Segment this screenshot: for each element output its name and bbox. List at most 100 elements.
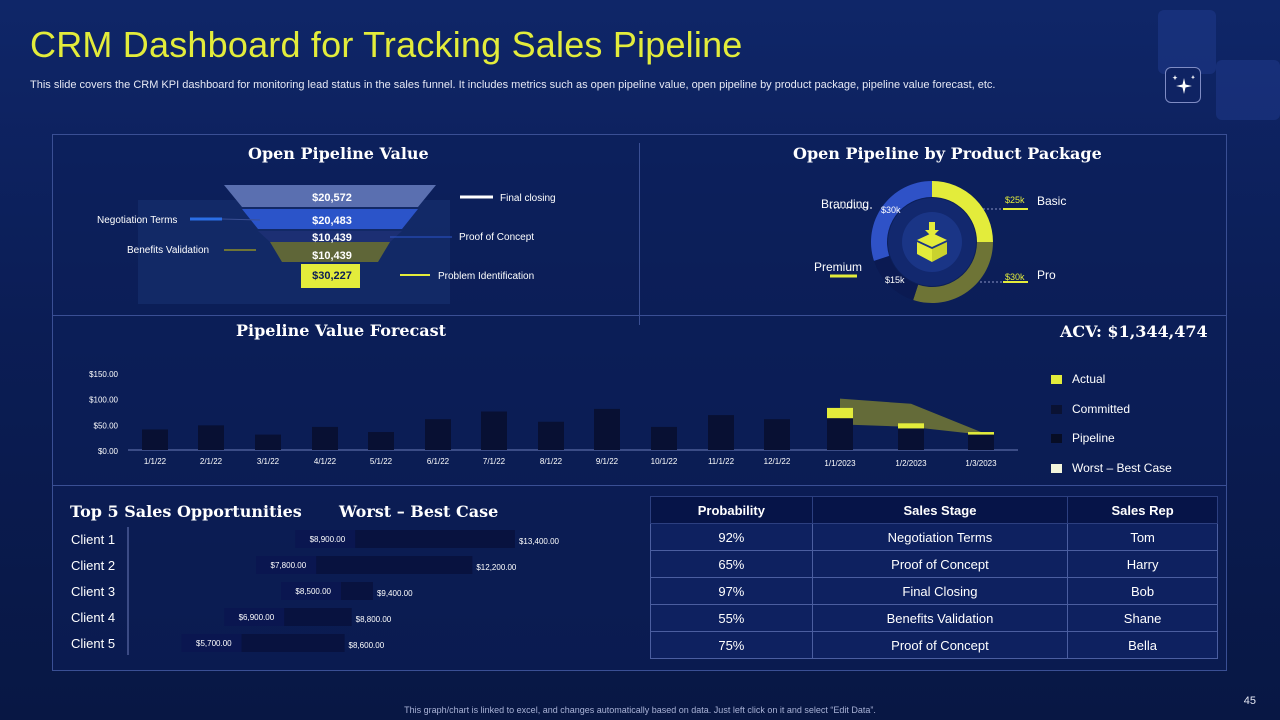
- opp-worst-label: $8,500.00: [295, 587, 331, 596]
- funnel-value-4: $10,439: [312, 250, 352, 262]
- x-tick-label: 1/1/2023: [824, 459, 856, 468]
- x-tick-label: 1/3/2023: [965, 459, 997, 468]
- x-tick-label: 7/1/22: [483, 457, 506, 466]
- x-tick-label: 4/1/22: [314, 457, 337, 466]
- forecast-chart: $0.00 $50.00 $100.00 $150.00 1/1/22 2/1/22 3/1…: [89, 370, 1018, 468]
- pipeline-bar: [827, 418, 853, 450]
- table-cell: 75%: [650, 631, 813, 659]
- table-row: 55% Benefits Validation Shane: [650, 604, 1218, 632]
- pkg-premium-value: $15k: [885, 275, 905, 285]
- x-tick-label: 5/1/22: [370, 457, 393, 466]
- pkg-basic-value: $25k: [1005, 195, 1025, 205]
- footer-note: This graph/chart is linked to excel, and…: [404, 705, 876, 715]
- pkg-pro-value: $30k: [1005, 272, 1025, 282]
- y-tick-label: $50.00: [94, 421, 119, 430]
- pipeline-bar: [255, 434, 281, 450]
- funnel-value-3: $10,439: [312, 232, 352, 244]
- opp-best-label: $8,600.00: [349, 641, 385, 650]
- table-header: Sales Rep: [1067, 496, 1218, 524]
- client-label: Client 4: [71, 610, 116, 625]
- table-cell: Bella: [1067, 631, 1218, 659]
- opp-worst-label: $5,700.00: [196, 639, 232, 648]
- legend-label: Committed: [1072, 402, 1131, 416]
- x-tick-label: 1/1/22: [144, 457, 167, 466]
- legend-actual: Actual: [1051, 372, 1105, 386]
- opp-best-segment: [284, 608, 352, 626]
- table-cell: 65%: [650, 550, 813, 578]
- table-cell: Final Closing: [811, 577, 1069, 605]
- package-title: Open Pipeline by Product Package: [793, 144, 1102, 163]
- package-icon: [917, 222, 947, 262]
- donut-slice-branding: [871, 181, 932, 261]
- client-label: Client 2: [71, 558, 116, 573]
- x-tick-label: 9/1/22: [596, 457, 619, 466]
- pipeline-bar: [708, 415, 734, 450]
- opp-best-segment: [341, 582, 373, 600]
- opp-best-label: $9,400.00: [377, 589, 413, 598]
- table-header-row: Probability Sales Stage Sales Rep: [650, 496, 1218, 524]
- funnel-level-5: [301, 264, 360, 288]
- table-row: 75% Proof of Concept Bella: [650, 631, 1218, 659]
- legend-swatch-committed: [1051, 404, 1062, 414]
- x-tick-label: 2/1/22: [200, 457, 223, 466]
- funnel-value-5: $30,227: [312, 270, 352, 282]
- table-row: 92% Negotiation Terms Tom: [650, 523, 1218, 551]
- legend-label: Worst – Best Case: [1072, 461, 1172, 475]
- funnel-title: Open Pipeline Value: [248, 144, 429, 163]
- forecast-title: Pipeline Value Forecast: [236, 321, 447, 340]
- funnel-level-4: [270, 242, 390, 262]
- pipeline-bar: [198, 425, 224, 450]
- funnel-label-proof: Proof of Concept: [459, 232, 534, 243]
- pipeline-bar: [142, 429, 168, 450]
- pipeline-bar: [368, 432, 394, 450]
- funnel-chart: $20,572 $20,483 $10,439 $10,439 $30,227 …: [97, 185, 556, 304]
- opps-title: Top 5 Sales Opportunities: [70, 502, 302, 521]
- pkg-basic-label: Basic: [1037, 194, 1066, 208]
- corner-decoration: [1140, 0, 1280, 125]
- donut-chart: Branding $30k Basic $25k Premium $15k Pr…: [814, 181, 1066, 303]
- opp-best-segment: [316, 556, 473, 574]
- pipeline-bar: [764, 419, 790, 450]
- client-label: Client 5: [71, 636, 116, 651]
- pkg-premium-label: Premium: [814, 260, 862, 274]
- opps-subtitle: Worst – Best Case: [339, 502, 499, 521]
- worst-best-band: [840, 398, 981, 435]
- pkg-branding-label: Branding: [821, 197, 869, 211]
- opp-worst-label: $7,800.00: [271, 561, 307, 570]
- pipeline-bar: [594, 408, 620, 450]
- legend-swatch-pipeline: [1051, 433, 1062, 443]
- opportunities-table: Probability Sales Stage Sales Rep 92% Ne…: [650, 496, 1218, 659]
- table-cell: Shane: [1067, 604, 1218, 632]
- legend-swatch-worst-best: [1051, 463, 1062, 473]
- table-cell: Proof of Concept: [811, 550, 1069, 578]
- table-cell: Bob: [1067, 577, 1218, 605]
- opp-best-segment: [355, 530, 515, 548]
- page-number: 45: [1243, 695, 1256, 707]
- legend-pipeline: Pipeline: [1051, 431, 1115, 445]
- divider: [52, 485, 1227, 486]
- table-cell: 92%: [650, 523, 813, 551]
- funnel-label-negotiation: Negotiation Terms: [97, 215, 177, 226]
- funnel-label-final: Final closing: [500, 193, 556, 204]
- legend-swatch-actual: [1051, 374, 1062, 384]
- funnel-label-problem: Problem Identification: [438, 271, 534, 282]
- funnel-value-2: $20,483: [312, 215, 352, 227]
- page-subtitle: This slide covers the CRM KPI dashboard …: [30, 79, 996, 91]
- page-title: CRM Dashboard for Tracking Sales Pipelin…: [30, 24, 743, 65]
- donut-slice-basic: [932, 181, 993, 242]
- client-label: Client 1: [71, 532, 116, 547]
- pipeline-bar: [651, 426, 677, 450]
- funnel-value-1: $20,572: [312, 192, 352, 204]
- actual-bar: [898, 423, 924, 429]
- table-cell: Tom: [1067, 523, 1218, 551]
- opp-best-label: $8,800.00: [356, 615, 392, 624]
- table-cell: Benefits Validation: [811, 604, 1069, 632]
- funnel-level-2: [242, 209, 418, 229]
- x-tick-label: 10/1/22: [651, 457, 678, 466]
- pkg-pro-label: Pro: [1037, 268, 1056, 282]
- table-header: Probability: [650, 496, 813, 524]
- pipeline-bar: [898, 428, 924, 450]
- actual-bar: [827, 407, 853, 419]
- legend-worst-best: Worst – Best Case: [1051, 461, 1172, 475]
- x-tick-label: 12/1/22: [764, 457, 791, 466]
